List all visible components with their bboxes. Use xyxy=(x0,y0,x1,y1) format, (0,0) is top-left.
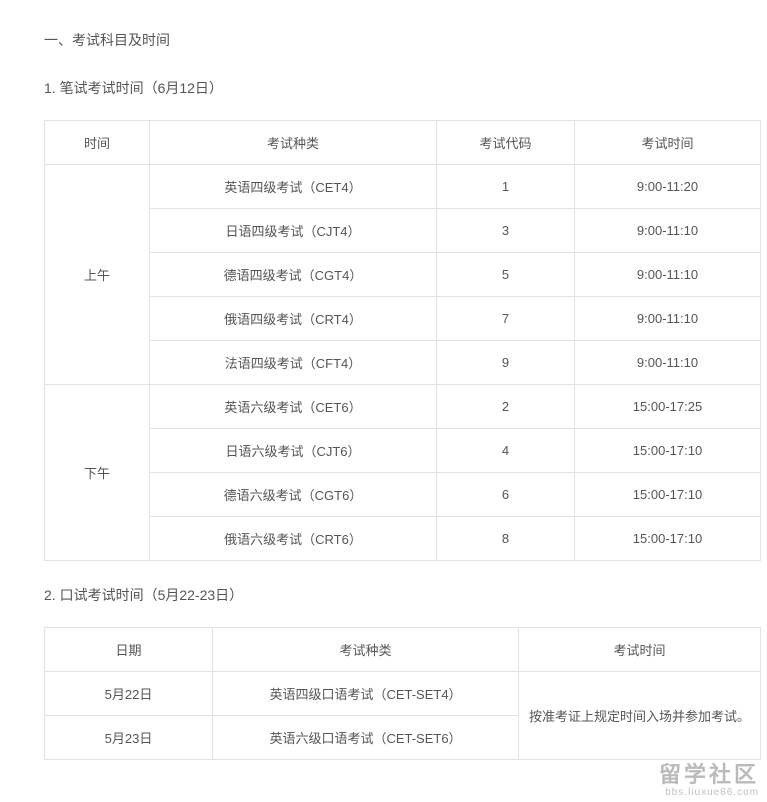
table-header-row: 日期 考试种类 考试时间 xyxy=(45,628,761,672)
cell-exam-type: 英语六级口语考试（CET-SET6） xyxy=(213,716,519,760)
table-row: 俄语六级考试（CRT6） 8 15:00-17:10 xyxy=(45,517,761,561)
written-exam-table: 时间 考试种类 考试代码 考试时间 上午 英语四级考试（CET4） 1 9:00… xyxy=(44,120,761,561)
col-exam-time: 考试时间 xyxy=(519,628,761,672)
col-exam-type: 考试种类 xyxy=(150,121,437,165)
table-header-row: 时间 考试种类 考试代码 考试时间 xyxy=(45,121,761,165)
table-row: 5月22日 英语四级口语考试（CET-SET4） 按准考证上规定时间入场并参加考… xyxy=(45,672,761,716)
table-row: 日语六级考试（CJT6） 4 15:00-17:10 xyxy=(45,429,761,473)
cell-exam-time: 15:00-17:10 xyxy=(575,517,761,561)
cell-exam-code: 6 xyxy=(437,473,575,517)
table-row: 下午 英语六级考试（CET6） 2 15:00-17:25 xyxy=(45,385,761,429)
cell-exam-time: 9:00-11:10 xyxy=(575,341,761,385)
table-row: 法语四级考试（CFT4） 9 9:00-11:10 xyxy=(45,341,761,385)
cell-exam-code: 3 xyxy=(437,209,575,253)
cell-exam-time: 15:00-17:10 xyxy=(575,429,761,473)
cell-exam-time: 9:00-11:10 xyxy=(575,209,761,253)
cell-exam-type: 俄语四级考试（CRT4） xyxy=(150,297,437,341)
col-date: 日期 xyxy=(45,628,213,672)
slot-afternoon: 下午 xyxy=(45,385,150,561)
cell-exam-code: 2 xyxy=(437,385,575,429)
col-exam-type: 考试种类 xyxy=(213,628,519,672)
slot-morning: 上午 xyxy=(45,165,150,385)
table-body: 上午 英语四级考试（CET4） 1 9:00-11:20 日语四级考试（CJT4… xyxy=(45,165,761,561)
cell-exam-type: 英语四级考试（CET4） xyxy=(150,165,437,209)
col-exam-time: 考试时间 xyxy=(575,121,761,165)
cell-exam-code: 8 xyxy=(437,517,575,561)
cell-date: 5月22日 xyxy=(45,672,213,716)
subsection-1: 1. 笔试考试时间（6月12日） xyxy=(44,78,743,98)
table-row: 上午 英语四级考试（CET4） 1 9:00-11:20 xyxy=(45,165,761,209)
table-row: 俄语四级考试（CRT4） 7 9:00-11:10 xyxy=(45,297,761,341)
watermark-sub: bbs.liuxue86.com xyxy=(659,787,759,798)
cell-date: 5月23日 xyxy=(45,716,213,760)
cell-exam-type: 日语六级考试（CJT6） xyxy=(150,429,437,473)
table-body: 5月22日 英语四级口语考试（CET-SET4） 按准考证上规定时间入场并参加考… xyxy=(45,672,761,760)
cell-exam-time: 9:00-11:10 xyxy=(575,253,761,297)
cell-exam-time: 9:00-11:10 xyxy=(575,297,761,341)
cell-exam-type: 法语四级考试（CFT4） xyxy=(150,341,437,385)
cell-exam-type: 英语六级考试（CET6） xyxy=(150,385,437,429)
cell-exam-code: 5 xyxy=(437,253,575,297)
watermark-main: 留学社区 xyxy=(659,762,759,787)
cell-exam-code: 4 xyxy=(437,429,575,473)
cell-exam-time: 15:00-17:10 xyxy=(575,473,761,517)
cell-exam-code: 9 xyxy=(437,341,575,385)
cell-exam-time: 15:00-17:25 xyxy=(575,385,761,429)
table-row: 日语四级考试（CJT4） 3 9:00-11:10 xyxy=(45,209,761,253)
cell-exam-type: 英语四级口语考试（CET-SET4） xyxy=(213,672,519,716)
col-time-slot: 时间 xyxy=(45,121,150,165)
cell-exam-type: 德语六级考试（CGT6） xyxy=(150,473,437,517)
table-row: 德语六级考试（CGT6） 6 15:00-17:10 xyxy=(45,473,761,517)
cell-exam-code: 1 xyxy=(437,165,575,209)
oral-exam-table: 日期 考试种类 考试时间 5月22日 英语四级口语考试（CET-SET4） 按准… xyxy=(44,627,761,760)
table-row: 德语四级考试（CGT4） 5 9:00-11:10 xyxy=(45,253,761,297)
section-heading: 一、考试科目及时间 xyxy=(44,30,743,50)
col-exam-code: 考试代码 xyxy=(437,121,575,165)
cell-exam-type: 俄语六级考试（CRT6） xyxy=(150,517,437,561)
cell-exam-code: 7 xyxy=(437,297,575,341)
cell-exam-type: 日语四级考试（CJT4） xyxy=(150,209,437,253)
cell-exam-time-note: 按准考证上规定时间入场并参加考试。 xyxy=(519,672,761,760)
cell-exam-type: 德语四级考试（CGT4） xyxy=(150,253,437,297)
cell-exam-time: 9:00-11:20 xyxy=(575,165,761,209)
subsection-2: 2. 口试考试时间（5月22-23日） xyxy=(44,585,743,605)
watermark: 留学社区 bbs.liuxue86.com xyxy=(659,763,759,798)
